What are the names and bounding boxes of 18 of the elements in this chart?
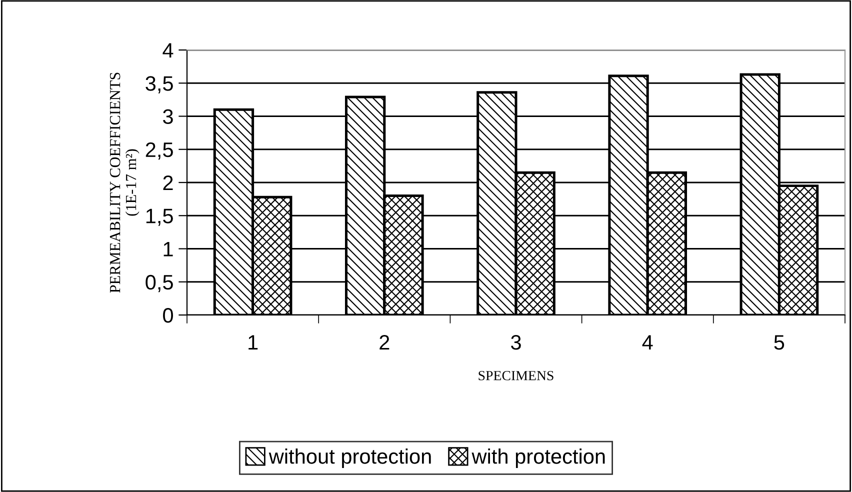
- y-tick-label: 2: [163, 176, 173, 190]
- y-tick-label: 0: [163, 308, 173, 323]
- y-tick-label: 2,5: [146, 142, 173, 160]
- y-axis-title: PERMEABILITY COEFFICIENTS (1E-17 m²): [110, 72, 140, 293]
- x-tick-label: 2: [380, 334, 390, 350]
- y-tick-label: 1,5: [146, 208, 173, 226]
- x-axis-title: SPECIMENS: [478, 370, 554, 380]
- legend-label: with protection: [472, 448, 605, 468]
- y-tick-label: 3: [163, 109, 173, 124]
- y-tick-label: 4: [162, 43, 174, 58]
- y-tick-label: 0,5: [146, 274, 173, 292]
- legend-label: without protection: [268, 448, 431, 468]
- y-tick-label: 3,5: [146, 76, 173, 94]
- x-tick-label: 4: [642, 335, 653, 350]
- x-tick-label: 5: [774, 335, 784, 350]
- y-tick-label: 1: [164, 242, 173, 256]
- x-tick-label: 1: [248, 335, 258, 350]
- x-tick-label: 3: [511, 334, 521, 350]
